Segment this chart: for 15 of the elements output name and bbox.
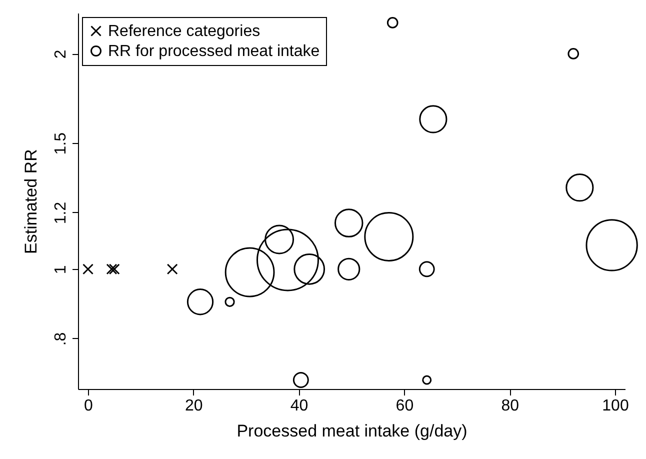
x-tick-label: 80 [501,398,520,414]
x-axis-title: Processed meat intake (g/day) [236,422,468,440]
legend-label: Reference categories [108,23,260,40]
y-tick-label: 1.5 [52,132,70,155]
x-tick-label: 0 [84,398,94,414]
y-tick-label: 2 [52,50,70,59]
y-tick-label: 1 [52,265,70,274]
y-axis-title: Estimated RR [22,149,40,254]
y-tick-label: .8 [52,332,70,346]
x-tick-label: 20 [185,398,203,414]
x-tick-label: 60 [396,398,414,414]
legend-label: RR for processed meat intake [108,43,320,60]
y-tick-label: 1.2 [52,202,70,224]
x-tick-label: 40 [290,398,308,414]
x-tick-label: 100 [602,398,629,414]
